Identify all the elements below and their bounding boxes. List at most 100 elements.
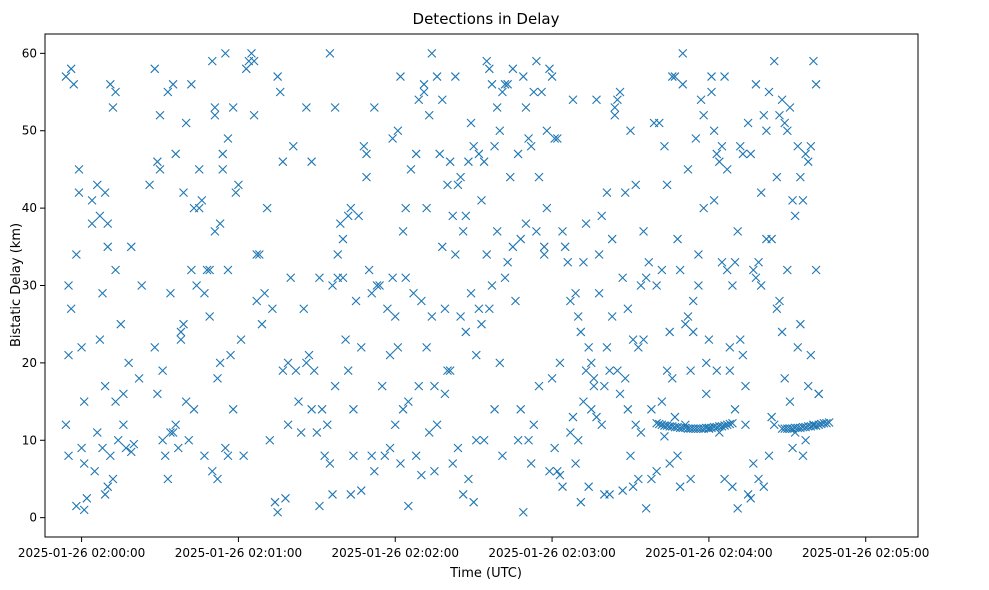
data-point-marker (811, 265, 821, 275)
data-point-marker (338, 234, 348, 244)
data-point-marker (620, 373, 630, 383)
data-point-marker (539, 250, 549, 259)
x-tick-label: 2025-01-26 02:04:00 (645, 546, 772, 560)
data-point-marker (633, 343, 643, 352)
data-point-marker (641, 503, 651, 513)
data-point-marker (205, 312, 215, 321)
data-point-marker (652, 466, 662, 476)
data-point-marker (398, 404, 408, 414)
data-point-marker (814, 389, 824, 399)
data-point-marker (738, 149, 748, 159)
data-point-marker (328, 281, 337, 290)
data-point-marker (565, 428, 575, 437)
data-point-marker (699, 110, 709, 120)
data-point-marker (168, 79, 178, 89)
data-point-marker (803, 157, 813, 167)
data-point-marker (440, 389, 450, 399)
data-point-marker (484, 304, 494, 314)
data-point-marker (811, 421, 821, 430)
data-point-marker (223, 265, 233, 275)
data-point-marker (754, 474, 763, 484)
data-point-marker (647, 404, 656, 414)
data-point-marker (490, 141, 499, 151)
data-point-marker (119, 420, 128, 430)
data-point-marker (720, 421, 729, 430)
data-point-marker (814, 420, 824, 430)
data-point-marker (513, 149, 523, 159)
data-point-marker (694, 281, 703, 290)
data-point-marker (743, 118, 753, 128)
x-tick-label: 2025-01-26 02:00:00 (18, 546, 145, 560)
data-point-marker (547, 72, 557, 81)
data-point-marker (722, 165, 732, 174)
data-point-marker (390, 420, 400, 430)
data-point-marker (511, 296, 520, 306)
data-point-marker (398, 226, 408, 236)
data-point-marker (626, 451, 635, 461)
data-point-marker (498, 451, 507, 461)
data-point-marker (652, 281, 662, 290)
data-point-marker (160, 451, 170, 461)
data-point-marker (686, 366, 695, 376)
data-point-marker (746, 149, 756, 159)
data-point-marker (79, 459, 89, 468)
data-point-marker (707, 72, 716, 81)
data-point-marker (343, 211, 353, 221)
data-point-marker (586, 358, 596, 368)
data-point-marker (207, 466, 217, 476)
data-point-marker (430, 381, 439, 391)
data-point-marker (403, 397, 413, 406)
data-point-marker (605, 490, 614, 499)
data-point-marker (552, 134, 562, 143)
data-point-marker (205, 265, 215, 275)
data-point-marker (503, 79, 513, 89)
data-point-marker (116, 319, 126, 329)
data-point-marker (90, 466, 100, 476)
y-tick-label: 40 (22, 201, 37, 215)
data-point-marker (92, 428, 102, 437)
data-point-marker (113, 435, 123, 445)
data-point-marker (662, 366, 672, 376)
data-point-marker (422, 203, 431, 213)
data-point-marker (563, 257, 573, 267)
data-point-marker (450, 250, 460, 259)
data-point-marker (628, 482, 638, 492)
data-point-marker (769, 56, 779, 66)
data-point-marker (82, 493, 92, 503)
data-point-marker (64, 451, 73, 461)
data-point-marker (103, 482, 113, 492)
data-point-marker (610, 103, 620, 112)
data-point-marker (281, 493, 290, 503)
plot-marks (61, 48, 834, 517)
data-point-marker (419, 87, 429, 97)
data-point-marker (137, 281, 147, 290)
data-point-marker (330, 381, 340, 391)
data-point-marker (662, 180, 672, 190)
data-point-marker (362, 172, 371, 182)
data-point-marker (592, 412, 601, 422)
data-point-marker (730, 257, 740, 267)
data-point-marker (615, 389, 625, 399)
data-point-marker (607, 234, 617, 244)
data-point-marker (641, 273, 651, 283)
data-point-marker (728, 418, 737, 428)
data-point-marker (652, 418, 662, 428)
data-point-marker (393, 126, 403, 136)
data-point-marker (479, 435, 489, 445)
data-point-marker (597, 420, 607, 430)
data-point-marker (576, 327, 586, 337)
data-point-marker (453, 443, 463, 453)
y-tick-label: 30 (22, 279, 37, 293)
x-axis-title: Time (UTC) (449, 566, 522, 581)
data-point-marker (665, 459, 675, 468)
data-point-marker (406, 165, 416, 174)
data-point-marker (346, 203, 356, 213)
data-point-marker (414, 95, 424, 105)
data-point-marker (777, 95, 787, 105)
data-point-marker (660, 432, 669, 441)
data-point-marker (571, 459, 580, 468)
data-point-marker (453, 180, 463, 190)
data-point-marker (639, 226, 648, 236)
data-point-marker (385, 443, 395, 453)
data-point-marker (756, 188, 766, 198)
